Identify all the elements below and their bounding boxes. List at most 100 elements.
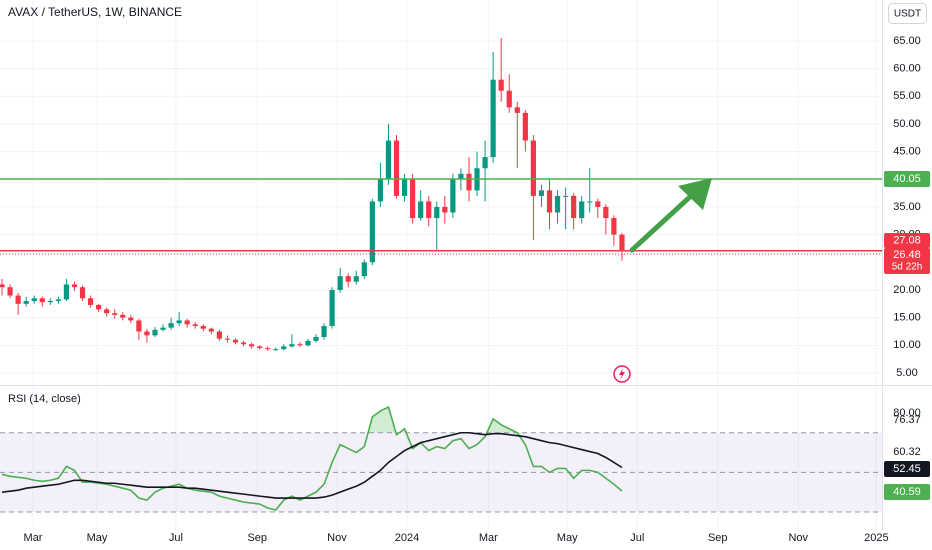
annotation-arrow	[629, 178, 712, 253]
price-label: 27.08	[893, 234, 921, 246]
candle-body	[498, 79, 504, 91]
candle-body	[96, 304, 102, 310]
candle-body	[377, 179, 384, 202]
price-pane	[0, 38, 882, 351]
candle-body	[571, 195, 577, 219]
x-tick-label: May	[87, 532, 108, 544]
candle-body	[506, 90, 512, 108]
candle-body	[152, 329, 158, 336]
candle-body	[401, 179, 408, 196]
x-tick-label: Nov	[327, 532, 347, 544]
candle-body	[490, 79, 496, 158]
candle-body	[104, 309, 110, 314]
candle-body	[23, 301, 29, 304]
candle-body	[63, 284, 70, 300]
candle-body	[385, 140, 392, 180]
rsi-value-label: 40.59	[893, 486, 921, 498]
candle-body	[554, 195, 561, 213]
rsi-line	[1, 405, 623, 511]
price-label-box	[884, 248, 930, 274]
candle-body	[136, 320, 142, 332]
candle-body	[450, 179, 456, 213]
currency-button[interactable]: USDT	[888, 3, 927, 24]
candle-body	[7, 287, 13, 296]
candle-body	[281, 346, 287, 350]
candle-body	[224, 338, 231, 340]
x-tick-label: Jul	[630, 532, 644, 544]
currency-label[interactable]: USDT	[894, 9, 921, 20]
candle-body	[31, 298, 37, 302]
y-tick-label: 60.00	[893, 63, 921, 75]
price-label-box	[884, 233, 930, 248]
rsi-title: RSI (14, close)	[8, 393, 81, 405]
rsi-tick-label: 76.37	[893, 414, 921, 426]
x-tick-label: Mar	[479, 532, 498, 544]
x-tick-label: Jul	[169, 532, 183, 544]
chart-title: AVAX / TetherUS, 1W, BINANCE	[8, 5, 182, 19]
candle-body	[39, 298, 45, 303]
candle-body	[184, 320, 190, 325]
candle-body	[611, 218, 617, 235]
rsi-value-box	[884, 484, 930, 500]
candle-body	[619, 234, 625, 251]
candle-body	[0, 284, 5, 288]
y-tick-label: 65.00	[893, 35, 921, 47]
candle-body	[530, 140, 536, 196]
candle-body	[313, 337, 319, 341]
x-tick-label: Nov	[788, 532, 808, 544]
candle-body	[426, 201, 432, 219]
candle-body	[361, 262, 367, 277]
candle-body	[337, 276, 343, 290]
candle-body	[208, 328, 214, 332]
candle-body	[71, 284, 78, 288]
candle-body	[546, 190, 553, 213]
candle-body	[353, 276, 359, 282]
y-tick-label: 55.00	[893, 90, 921, 102]
candle-body	[297, 344, 303, 346]
y-tick-label: 15.00	[893, 312, 921, 324]
candle-body	[442, 206, 448, 213]
rsi-line	[1, 431, 623, 499]
candle-body	[305, 340, 311, 346]
candle-body	[128, 317, 134, 321]
rsi-tick-label: 80.00	[893, 407, 921, 419]
y-tick-label: 50.00	[893, 118, 921, 130]
candle-body	[321, 325, 327, 338]
x-tick-label: Mar	[24, 532, 43, 544]
x-tick-label: Sep	[708, 532, 728, 544]
y-tick-label: 5.00	[896, 367, 917, 379]
y-tick-label: 20.00	[893, 284, 921, 296]
y-tick-label: 35.00	[893, 201, 921, 213]
candle-body	[47, 301, 53, 303]
candle-body	[232, 339, 239, 343]
candle-body	[144, 331, 150, 336]
candle-body	[522, 112, 528, 141]
last-price-label: 26.48	[893, 249, 921, 261]
candle-body	[160, 327, 166, 330]
candle-body	[482, 157, 488, 169]
candle-body	[538, 190, 545, 196]
candle-body	[329, 289, 335, 326]
axis-layer: Mar May Jul Sep Nov 2024 Mar May Jul Sep Nov 2025 5.…	[24, 35, 930, 544]
candle-body	[15, 295, 21, 304]
x-tick-label: 2024	[395, 532, 419, 544]
price-label-box	[884, 171, 930, 188]
candle-body	[410, 179, 416, 219]
candle-body	[120, 314, 126, 318]
x-tick-label: Sep	[247, 532, 267, 544]
candle-body	[248, 344, 255, 347]
candle-body	[603, 206, 609, 219]
rsi-pane	[0, 405, 882, 513]
y-tick-label: 45.00	[893, 146, 921, 158]
price-label: 40.05	[893, 173, 921, 185]
candle-body	[112, 313, 118, 315]
candle-body	[87, 298, 94, 305]
x-tick-label: 2025	[864, 532, 888, 544]
candle-body	[257, 346, 263, 349]
candle-body	[192, 324, 198, 326]
candle-body	[393, 140, 400, 196]
candle-body	[434, 206, 440, 219]
candle-body	[55, 299, 61, 302]
